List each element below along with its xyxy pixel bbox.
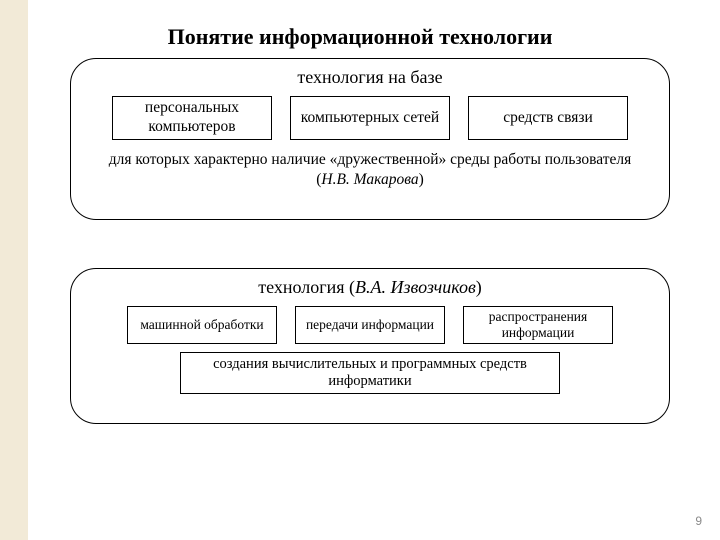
page-title: Понятие информационной технологии — [0, 24, 720, 50]
side-stripe — [0, 0, 28, 540]
panel2-row2: создания вычислительных и программных ср… — [71, 352, 669, 394]
panel-makarova: технология на базе персональных компьюте… — [70, 58, 670, 220]
box-machine-processing: машинной обработки — [127, 306, 277, 344]
box-computing-software-means: создания вычислительных и программных ср… — [180, 352, 560, 394]
page-number: 9 — [695, 514, 702, 528]
panel1-row: персональных компьютеров компьютерных се… — [71, 96, 669, 140]
panel1-note-author: Н.В. Макарова — [321, 171, 418, 188]
box-information-transfer: передачи информации — [295, 306, 445, 344]
panel1-note-tail: ) — [419, 171, 424, 188]
box-personal-computers: персональных компьютеров — [112, 96, 272, 140]
box-computer-networks: компьютерных сетей — [290, 96, 450, 140]
panel2-heading-tail: ) — [476, 277, 482, 297]
panel2-heading-author: В.А. Извозчиков — [355, 277, 476, 297]
panel1-heading: технология на базе — [71, 67, 669, 88]
box-information-distribution: распространения информации — [463, 306, 613, 344]
box-communication-means: средств связи — [468, 96, 628, 140]
panel2-heading-plain: технология ( — [258, 277, 355, 297]
panel1-note: для которых характерно наличие «дружеств… — [71, 150, 669, 190]
panel2-heading: технология (В.А. Извозчиков) — [71, 277, 669, 298]
panel2-row1: машинной обработки передачи информации р… — [71, 306, 669, 344]
panel-izvozchikov: технология (В.А. Извозчиков) машинной об… — [70, 268, 670, 424]
